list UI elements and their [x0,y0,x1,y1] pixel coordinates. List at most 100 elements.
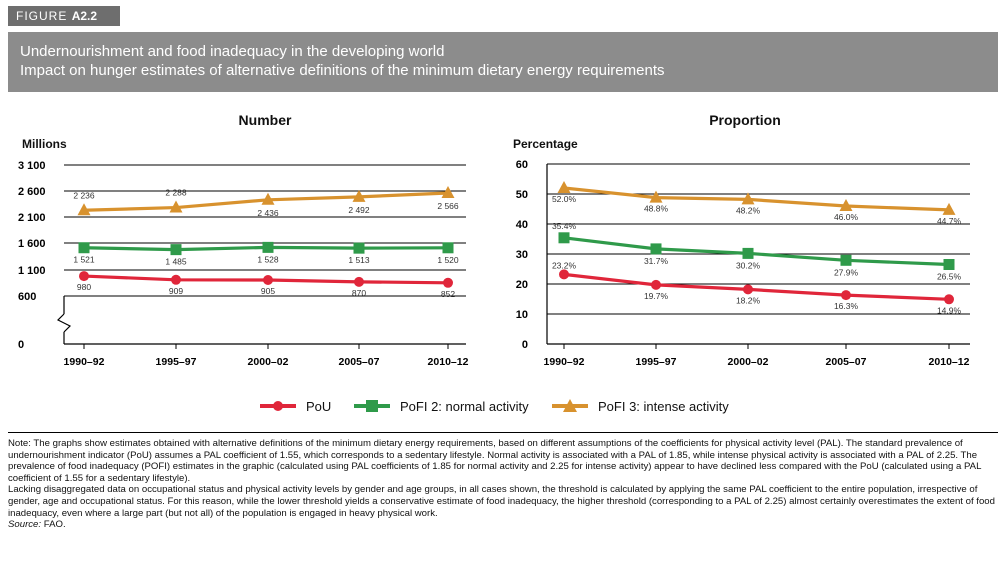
number-y-tick-label: 1 100 [18,265,46,277]
legend-label-pofi3: PoFI 3: intense activity [598,398,729,414]
legend-item-pofi3: PoFI 3: intense activity [550,396,729,416]
proportion-data-label-pofi3: 44.7% [937,216,962,226]
number-x-tick-label: 2000–02 [248,356,289,368]
number-point-pofi3 [441,185,455,198]
number-point-pofi2 [78,242,90,254]
number-point-pou [79,271,89,282]
chart-number: 0 600 1 100 1 600 2 100 2 600 3 100 1990–92 1995… [18,160,469,368]
proportion-data-label-pofi2: 27.9% [834,267,859,277]
number-point-pou [171,274,181,285]
proportion-point-pofi3 [942,202,956,215]
number-data-label-pofi3: 2 288 [165,188,187,198]
proportion-point-pofi2 [742,247,754,259]
number-data-label-pofi3: 2 236 [73,190,95,200]
panel-title-proportion: Proportion [709,112,781,128]
proportion-data-label-pou: 18.2% [736,295,761,305]
number-x-tick-label: 2005–07 [339,356,380,368]
y-axis-label-proportion: Percentage [513,137,578,151]
proportion-point-pou [841,290,851,301]
number-point-pofi3 [261,192,275,205]
proportion-y-tick-label: 0 [522,339,528,351]
proportion-point-pou [651,279,661,290]
proportion-y-tick-label: 30 [516,249,528,261]
proportion-x-tick-label: 1990–92 [544,356,585,368]
proportion-data-label-pofi2: 31.7% [644,256,669,266]
proportion-x-tick-label: 2010–12 [929,356,970,368]
figure-label-prefix: FIGURE [16,9,68,23]
number-data-label-pofi2: 1 520 [437,255,459,265]
number-x-tick-label: 1990–92 [64,356,105,368]
proportion-data-label-pofi3: 48.2% [736,205,761,215]
legend-pou-swatch [260,401,296,411]
proportion-data-label-pou: 19.7% [644,291,669,301]
proportion-point-pofi2 [840,254,852,266]
proportion-point-pofi3 [557,181,571,193]
number-data-label-pofi3: 2 492 [348,205,370,215]
legend-label-pou: PoU [306,398,332,414]
number-data-label-pou: 870 [352,288,366,298]
proportion-data-label-pou: 14.9% [937,305,962,315]
number-axis-break [56,313,72,333]
number-point-pofi3 [352,189,366,202]
number-data-label-pofi2: 1 528 [257,254,279,264]
number-point-pofi2 [353,242,365,254]
proportion-point-pou [743,284,753,295]
number-data-label-pou: 909 [169,286,183,296]
number-y-tick-label: 1 600 [18,238,46,250]
proportion-x-tick-label: 1995–97 [636,356,677,368]
number-point-pofi2 [170,244,182,256]
number-data-label-pofi2: 1 485 [165,257,187,267]
number-y-tick-label: 3 100 [18,160,46,172]
legend: PoU PoFI 2: normal activity PoFI 3: inte… [0,396,1005,416]
proportion-point-pofi2 [558,232,570,244]
number-x-tick-label: 2010–12 [428,356,469,368]
number-data-label-pou: 905 [261,286,275,296]
note-block: Note: The graphs show estimates obtained… [8,438,998,531]
number-data-label-pou: 980 [77,282,91,292]
legend-pofi3-swatch [552,399,588,412]
proportion-point-pofi3 [839,199,853,211]
number-data-label-pofi3: 2 566 [437,201,459,211]
figure-subtitle: Impact on hunger estimates of alternativ… [20,62,665,79]
number-y-tick-label: 0 [18,339,24,351]
note-source: Source: FAO. [8,519,998,531]
number-y-tick-label: 2 600 [18,186,46,198]
figure-label-number: A2.2 [71,9,98,23]
panel-title-number: Number [238,112,292,128]
note-paragraph-2: Lacking disaggregated data on occupation… [8,484,995,519]
proportion-data-label-pofi3: 52.0% [552,194,577,204]
legend-label-pofi2: PoFI 2: normal activity [400,398,529,414]
proportion-y-tick-label: 60 [516,159,528,171]
proportion-point-pou [944,294,954,305]
number-data-label-pou: 852 [441,289,455,299]
proportion-data-label-pofi3: 46.0% [834,212,859,222]
y-axis-label-number: Millions [22,137,67,151]
proportion-point-pou [559,269,569,280]
chart-proportion: 0 10 20 30 40 50 60 1990–92 1995–97 2000–02 2005–0… [516,159,970,368]
number-point-pou [263,275,273,286]
proportion-data-label-pofi2: 26.5% [937,272,962,282]
number-point-pofi3 [169,200,183,213]
proportion-point-pofi3 [649,190,663,203]
legend-pofi2-swatch [354,400,390,412]
proportion-y-tick-label: 50 [516,189,528,201]
figure-label: FIGURE A2.2 [8,6,120,26]
proportion-y-tick-label: 10 [516,309,528,321]
proportion-point-pofi2 [943,259,955,270]
proportion-data-label-pou: 16.3% [834,301,859,311]
proportion-point-pofi2 [650,243,662,255]
number-point-pou [354,276,364,287]
proportion-x-tick-label: 2005–07 [826,356,867,368]
number-point-pofi3 [77,203,91,216]
proportion-point-pofi3 [741,192,755,205]
number-y-tick-label: 2 100 [18,212,46,224]
source-value: FAO. [43,519,66,531]
proportion-y-tick-label: 20 [516,279,528,291]
number-data-label-pofi3: 2 436 [257,208,279,218]
title-band: Undernourishment and food inadequacy in … [8,32,998,92]
figure-title: Undernourishment and food inadequacy in … [20,43,445,60]
number-point-pofi2 [442,242,454,254]
legend-item-pou: PoU [258,396,331,416]
number-y-tick-label: 600 [18,291,36,303]
number-data-label-pofi2: 1 521 [73,255,95,265]
